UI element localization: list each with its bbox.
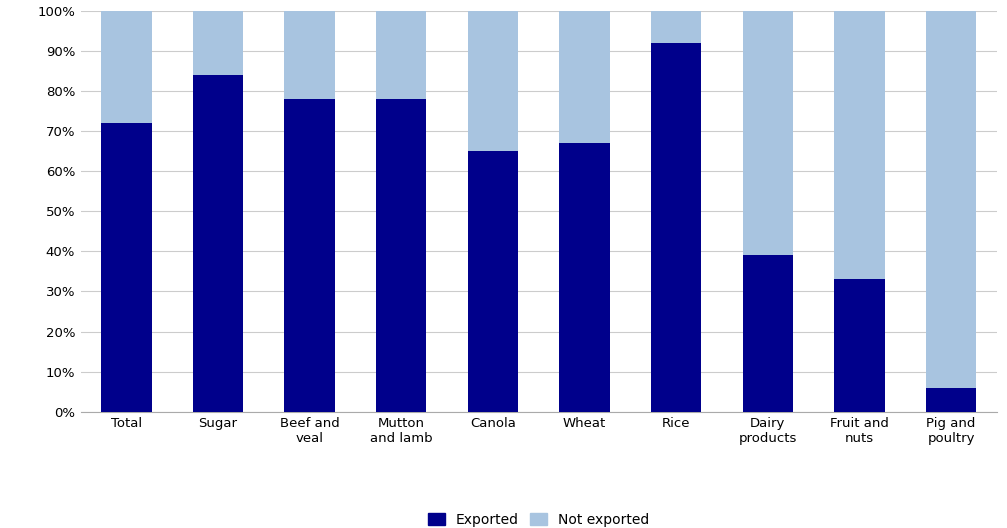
Bar <box>651 43 702 412</box>
Bar <box>559 143 610 412</box>
Bar <box>467 11 519 151</box>
Bar <box>925 388 977 412</box>
Bar <box>192 11 244 75</box>
Bar <box>376 11 427 99</box>
Bar <box>742 256 794 412</box>
Bar <box>101 123 152 412</box>
Bar <box>742 11 794 256</box>
Bar <box>651 11 702 43</box>
Bar <box>101 11 152 123</box>
Bar <box>284 99 335 412</box>
Bar <box>834 11 885 279</box>
Bar <box>925 11 977 388</box>
Bar <box>467 151 519 412</box>
Bar <box>192 75 244 412</box>
Bar <box>376 99 427 412</box>
Bar <box>559 11 610 143</box>
Bar <box>284 11 335 99</box>
Legend: Exported, Not exported: Exported, Not exported <box>423 507 655 528</box>
Bar <box>834 279 885 412</box>
